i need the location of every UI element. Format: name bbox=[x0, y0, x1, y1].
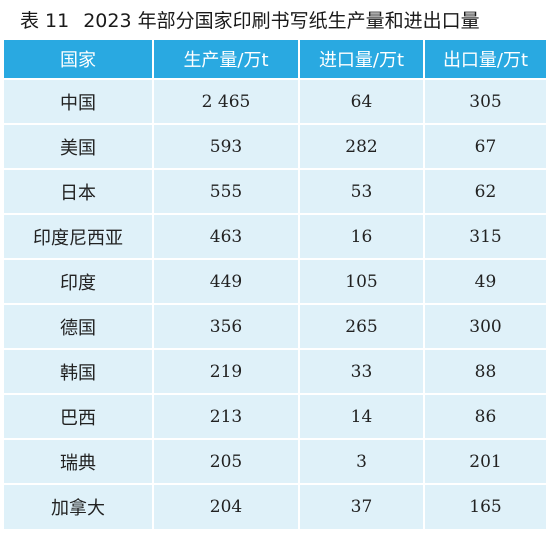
production-cell: 213 bbox=[152, 393, 299, 439]
production-cell: 449 bbox=[152, 258, 299, 304]
header-row: 国家 生产量/万t 进口量/万t 出口量/万t bbox=[4, 40, 546, 79]
header-import: 进口量/万t bbox=[298, 40, 424, 79]
import-cell: 37 bbox=[298, 483, 424, 529]
export-cell: 62 bbox=[423, 168, 546, 214]
table-row: 加拿大 204 37 165 bbox=[4, 483, 546, 529]
table-row: 德国 356 265 300 bbox=[4, 303, 546, 349]
country-cell: 印度尼西亚 bbox=[4, 213, 153, 259]
import-cell: 3 bbox=[298, 438, 424, 484]
production-cell: 2 465 bbox=[152, 78, 299, 124]
table-row: 中国 2 465 64 305 bbox=[4, 78, 546, 124]
data-table: 国家 生产量/万t 进口量/万t 出口量/万t 中国 2 465 64 305 … bbox=[4, 40, 546, 529]
production-cell: 219 bbox=[152, 348, 299, 394]
import-cell: 14 bbox=[298, 393, 424, 439]
export-cell: 49 bbox=[423, 258, 546, 304]
table-caption: 表 11 2023 年部分国家印刷书写纸生产量和进出口量 bbox=[20, 6, 480, 36]
export-cell: 201 bbox=[423, 438, 546, 484]
country-cell: 美国 bbox=[4, 123, 153, 169]
table-row: 印度尼西亚 463 16 315 bbox=[4, 213, 546, 259]
country-cell: 巴西 bbox=[4, 393, 153, 439]
export-cell: 300 bbox=[423, 303, 546, 349]
production-cell: 205 bbox=[152, 438, 299, 484]
country-cell: 加拿大 bbox=[4, 483, 153, 529]
table-row: 日本 555 53 62 bbox=[4, 168, 546, 214]
import-cell: 33 bbox=[298, 348, 424, 394]
table-title: 2023 年部分国家印刷书写纸生产量和进出口量 bbox=[83, 10, 480, 32]
table-row: 瑞典 205 3 201 bbox=[4, 438, 546, 484]
country-cell: 德国 bbox=[4, 303, 153, 349]
country-cell: 印度 bbox=[4, 258, 153, 304]
country-cell: 日本 bbox=[4, 168, 153, 214]
import-cell: 16 bbox=[298, 213, 424, 259]
production-cell: 593 bbox=[152, 123, 299, 169]
import-cell: 265 bbox=[298, 303, 424, 349]
export-cell: 86 bbox=[423, 393, 546, 439]
import-cell: 53 bbox=[298, 168, 424, 214]
export-cell: 88 bbox=[423, 348, 546, 394]
import-cell: 282 bbox=[298, 123, 424, 169]
production-cell: 204 bbox=[152, 483, 299, 529]
export-cell: 165 bbox=[423, 483, 546, 529]
header-production: 生产量/万t bbox=[152, 40, 299, 79]
country-cell: 瑞典 bbox=[4, 438, 153, 484]
table-row: 美国 593 282 67 bbox=[4, 123, 546, 169]
production-cell: 463 bbox=[152, 213, 299, 259]
import-cell: 64 bbox=[298, 78, 424, 124]
import-cell: 105 bbox=[298, 258, 424, 304]
table-row: 印度 449 105 49 bbox=[4, 258, 546, 304]
header-export: 出口量/万t bbox=[423, 40, 546, 79]
table-row: 韩国 219 33 88 bbox=[4, 348, 546, 394]
production-cell: 356 bbox=[152, 303, 299, 349]
header-country: 国家 bbox=[60, 50, 96, 71]
export-cell: 305 bbox=[423, 78, 546, 124]
export-cell: 315 bbox=[423, 213, 546, 259]
country-cell: 韩国 bbox=[4, 348, 153, 394]
table-number: 表 11 bbox=[20, 10, 70, 32]
country-cell: 中国 bbox=[4, 78, 153, 124]
production-cell: 555 bbox=[152, 168, 299, 214]
table-row: 巴西 213 14 86 bbox=[4, 393, 546, 439]
export-cell: 67 bbox=[423, 123, 546, 169]
